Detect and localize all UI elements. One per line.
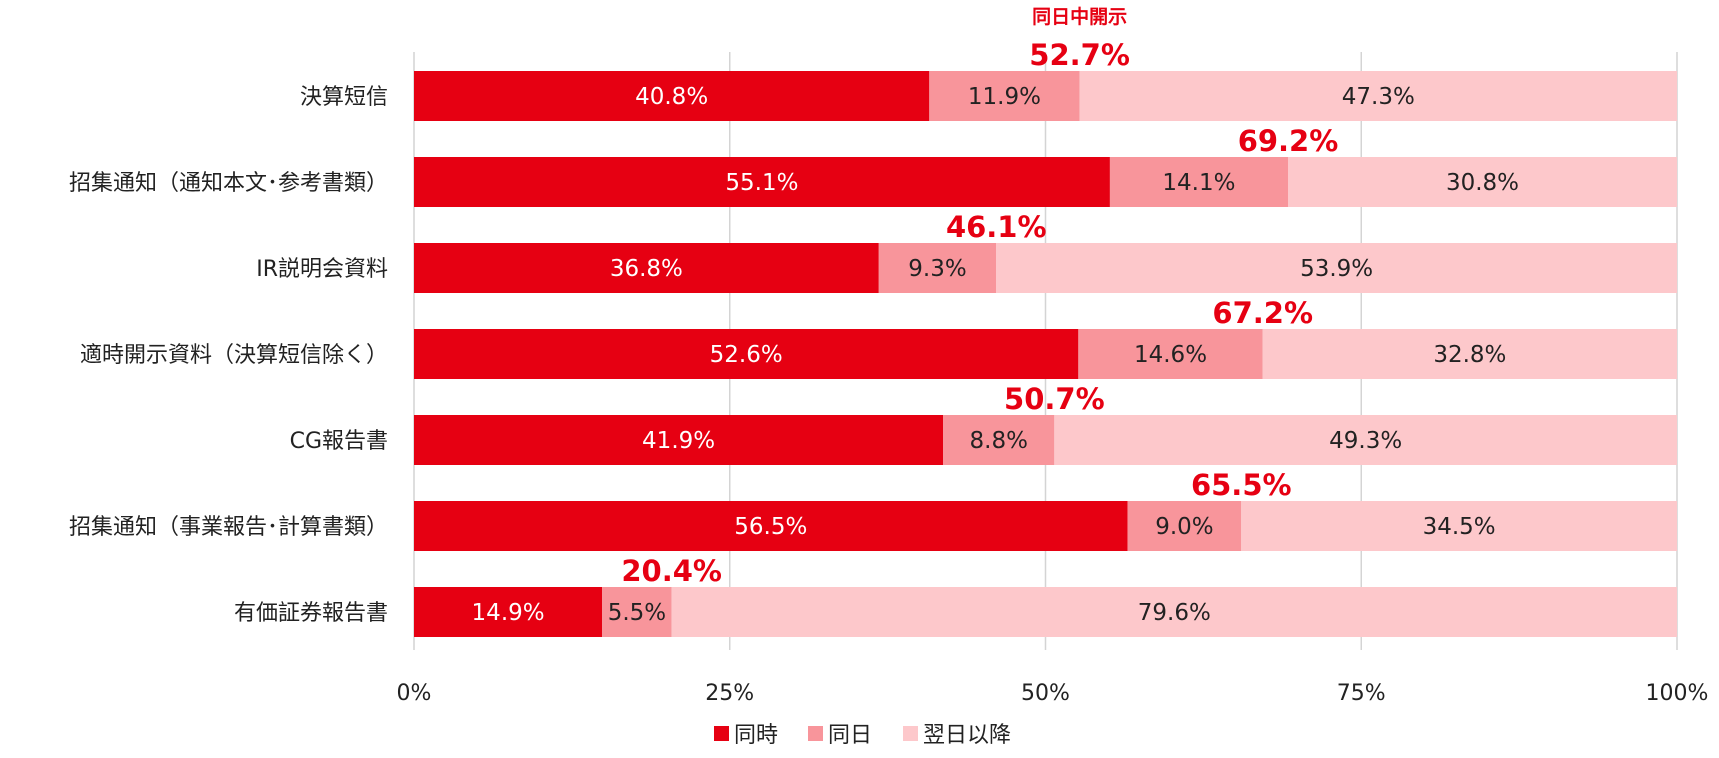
bar-segment-同時 [414, 243, 879, 293]
data-label: 41.9% [642, 428, 715, 454]
data-label: 8.8% [970, 428, 1028, 454]
bar-segment-翌日以降 [671, 587, 1677, 637]
data-label: 40.8% [635, 84, 708, 110]
bar-segment-翌日以降 [1262, 329, 1677, 379]
total-label: 46.1% [946, 210, 1047, 244]
bar-segment-同日 [1109, 157, 1288, 207]
category-label: 決算短信 [300, 85, 388, 110]
bar-segment-翌日以降 [1287, 157, 1677, 207]
total-label: 65.5% [1191, 468, 1292, 502]
data-label: 30.8% [1446, 170, 1519, 196]
total-label: 67.2% [1212, 296, 1313, 330]
category-label: 招集通知（事業報告･計算書類） [69, 515, 388, 540]
bar-segment-同日 [878, 243, 997, 293]
data-label: 14.9% [472, 600, 545, 626]
bar-segment-同時 [414, 501, 1128, 551]
data-label: 11.9% [968, 84, 1041, 110]
total-label: 52.7% [1029, 38, 1130, 72]
data-label: 9.0% [1155, 514, 1213, 540]
category-label: CG報告書 [290, 429, 388, 454]
bar-segment-翌日以降 [1054, 415, 1677, 465]
data-label: 53.9% [1300, 256, 1373, 282]
bar-segment-翌日以降 [996, 243, 1677, 293]
category-label: IR説明会資料 [256, 257, 388, 282]
data-label: 47.3% [1342, 84, 1415, 110]
bars [414, 71, 1677, 637]
x-tick-label: 25% [705, 681, 754, 706]
data-label: 36.8% [610, 256, 683, 282]
x-tick-label: 0% [397, 681, 432, 706]
bar-segment-同日 [929, 71, 1080, 121]
bar-segment-翌日以降 [1079, 71, 1677, 121]
bar-segment-同日 [602, 587, 672, 637]
total-label: 50.7% [1004, 382, 1105, 416]
data-label: 55.1% [725, 170, 798, 196]
bar-segment-同日 [1127, 501, 1242, 551]
total-label: 69.2% [1238, 124, 1339, 158]
data-label: 5.5% [608, 600, 666, 626]
legend-label: 同時 [734, 723, 778, 748]
category-label: 適時開示資料（決算短信除く） [80, 343, 388, 368]
bar-segment-同日 [1078, 329, 1263, 379]
bar-segment-翌日以降 [1241, 501, 1677, 551]
bar-segment-同時 [414, 587, 603, 637]
bar-segment-同日 [943, 415, 1055, 465]
legend-label: 翌日以降 [923, 723, 1011, 748]
legend-swatch [903, 726, 918, 741]
data-label: 32.8% [1433, 342, 1506, 368]
x-tick-label: 100% [1646, 681, 1709, 706]
x-tick-label: 75% [1337, 681, 1386, 706]
category-label: 有価証券報告書 [234, 601, 388, 626]
bar-segment-同時 [414, 157, 1110, 207]
data-label: 14.1% [1162, 170, 1235, 196]
legend-swatch [808, 726, 823, 741]
total-label: 20.4% [621, 554, 722, 588]
data-label: 9.3% [908, 256, 966, 282]
bar-segment-同時 [414, 415, 944, 465]
labels: 0% 25% 50% 75% 100% 決算短信 40.8% 11.9% 47.3% 52.7% 招… [69, 5, 1708, 706]
data-label: 79.6% [1138, 600, 1211, 626]
bar-segment-同時 [414, 329, 1079, 379]
category-label: 招集通知（通知本文･参考書類） [69, 171, 388, 196]
data-label: 56.5% [734, 514, 807, 540]
legend-label: 同日 [828, 723, 872, 748]
bar-segment-同時 [414, 71, 930, 121]
x-tick-label: 50% [1021, 681, 1070, 706]
data-label: 52.6% [710, 342, 783, 368]
data-label: 34.5% [1423, 514, 1496, 540]
legend: 同時 同日 翌日以降 [714, 723, 1011, 748]
legend-swatch [714, 726, 729, 741]
data-label: 49.3% [1329, 428, 1402, 454]
annotation-label: 同日中開示 [1032, 5, 1127, 28]
data-label: 14.6% [1134, 342, 1207, 368]
